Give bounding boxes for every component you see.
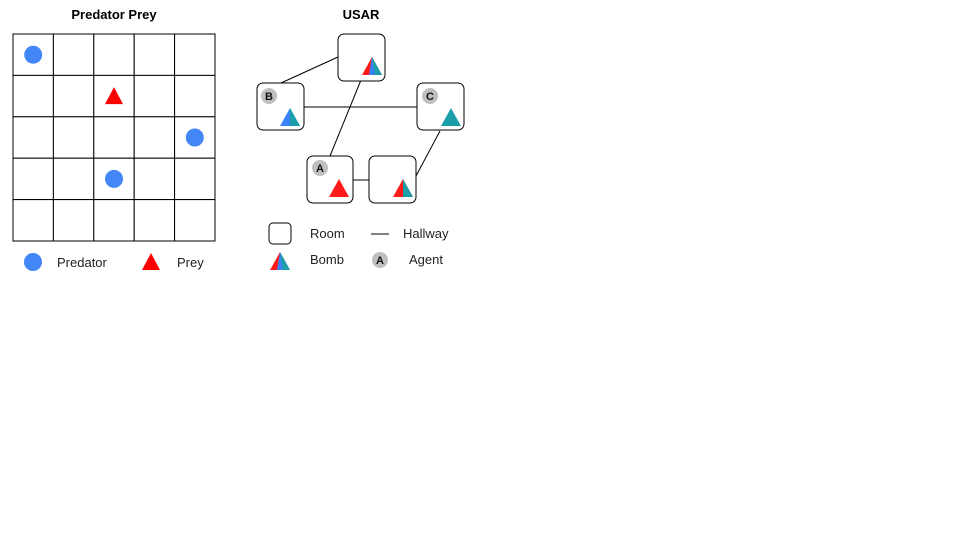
grid-cell [12,74,54,118]
grid-cell [133,116,176,159]
grid-cell [133,74,176,118]
room-legend-label: Room [310,226,345,241]
predator-marker [105,169,123,188]
usar-title: USAR [343,7,380,22]
grid-cell [52,33,95,76]
predator-prey-grid [12,33,216,242]
prey-legend-label: Prey [177,255,204,270]
grid-cell [133,199,176,242]
bomb-legend-label: Bomb [310,252,344,267]
hallway-legend-label: Hallway [403,226,449,241]
grid-cell [52,199,95,242]
hallway-c-d [415,130,441,177]
hallway-b-top [280,56,339,84]
agent-legend-symbol: A [376,255,384,267]
usar-room-c: C [416,82,465,131]
grid-cell [12,157,54,201]
bomb-icon [329,179,349,197]
predator-legend-icon [24,253,42,271]
usar-room-top [337,33,386,82]
agent-legend-label: Agent [409,252,443,267]
grid-cell [174,33,216,76]
room-legend-icon [268,222,292,245]
prey-legend-icon [142,253,160,270]
grid-cell [12,199,54,242]
bomb-icon [393,179,413,197]
agent-badge [261,88,277,104]
agent-label: C [426,91,434,103]
grid-cell [174,157,216,201]
agent-badge [312,160,328,176]
bomb-legend-icon [270,252,290,270]
predator-prey-agents [24,45,204,188]
predator-prey-title: Predator Prey [71,7,157,22]
grid-cell [52,116,95,159]
grid-cell [93,116,135,159]
grid-cell [133,33,176,76]
usar-room-d [368,155,417,204]
grid-cell [133,157,176,201]
usar-room-b: B [256,82,305,131]
grid-cell [52,157,95,201]
agent-badge [422,88,438,104]
agent-label: B [265,91,273,103]
grid-cell [93,199,135,242]
usar-hallways [280,56,441,181]
bomb-icon [441,108,461,126]
usar-room-a: A [306,155,354,204]
predator-marker [24,45,43,64]
grid-cell [174,199,216,242]
predator-legend-label: Predator [57,255,108,270]
grid-cell [93,33,135,76]
agent-label: A [316,163,324,175]
grid-cell [12,116,54,159]
agent-legend-icon [372,252,388,268]
grid-cell [174,74,216,118]
grid-cell [52,74,95,118]
predator-marker [185,128,204,147]
prey-marker [105,87,123,105]
bomb-icon [280,108,300,126]
hallway-top-a [329,79,362,157]
bomb-icon [362,57,382,75]
